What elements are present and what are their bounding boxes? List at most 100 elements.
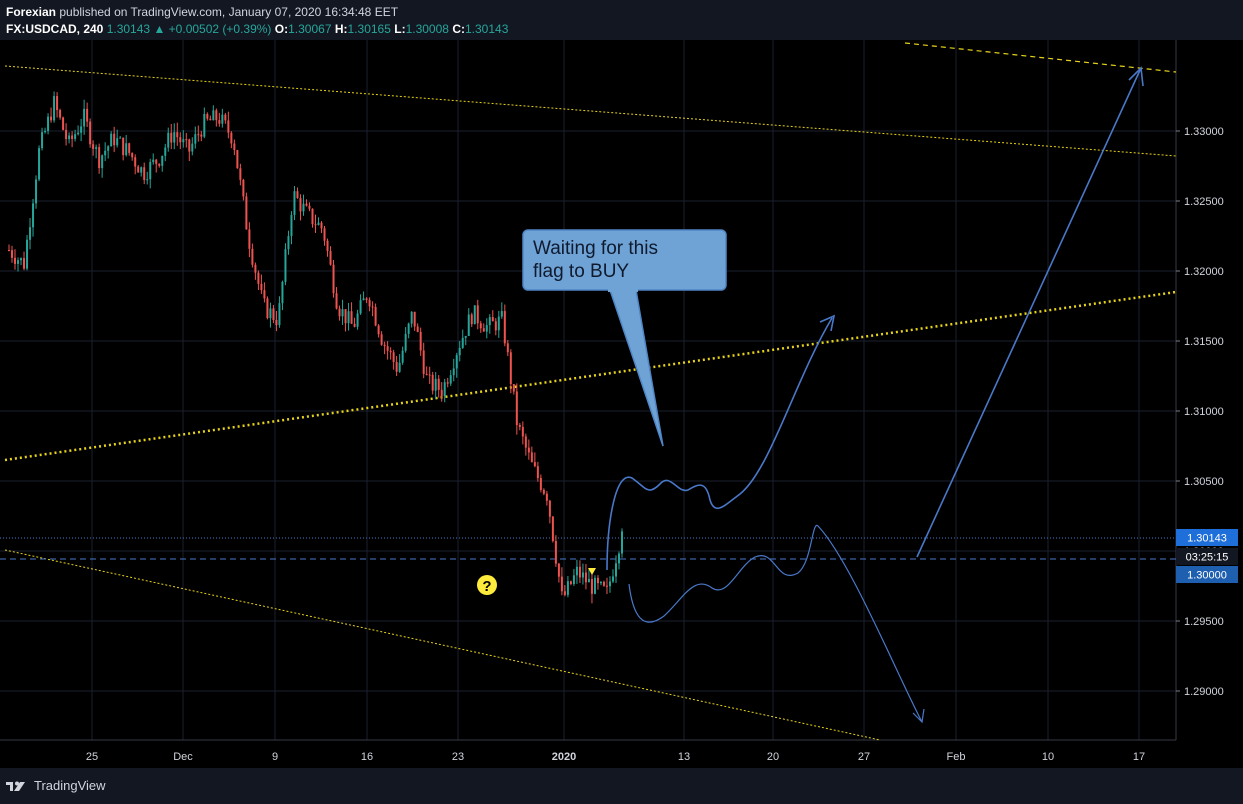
- trendline-mid[interactable]: [4, 290, 1177, 462]
- chart-header: Forexian published on TradingView.com, J…: [0, 0, 1243, 40]
- tradingview-brand: TradingView: [34, 778, 106, 793]
- candle-body: [53, 96, 56, 121]
- candle-body: [368, 299, 371, 307]
- candle-body: [152, 159, 155, 163]
- candle-body: [413, 311, 416, 327]
- candle-body: [449, 375, 452, 384]
- candle-body: [107, 146, 110, 151]
- candle-body: [170, 132, 173, 143]
- candle-body: [203, 113, 206, 137]
- candle-body: [335, 293, 338, 309]
- candle-body: [530, 452, 533, 463]
- candle-body: [512, 384, 515, 392]
- candle-body: [506, 343, 509, 353]
- candle-body: [389, 350, 392, 353]
- x-tick-label: 16: [361, 751, 373, 763]
- candle-body: [245, 196, 248, 230]
- candle-body: [188, 139, 191, 152]
- price-chart[interactable]: 1.29000 1.29500 1.30000 1.30500 1.31000 1.315…: [0, 40, 1243, 768]
- drawing-bearish-path[interactable]: [628, 525, 923, 723]
- drawing-long-arrow[interactable]: [916, 67, 1142, 558]
- tradingview-logo[interactable]: TradingView: [6, 778, 106, 793]
- candle-body: [299, 198, 302, 212]
- candle-body: [317, 222, 320, 226]
- candle-body: [515, 391, 518, 426]
- x-tick-label: 10: [1042, 751, 1054, 763]
- candle-body: [338, 308, 341, 317]
- candle-body: [572, 575, 575, 585]
- candle-body: [71, 135, 74, 139]
- x-tick-label: 20: [767, 751, 779, 763]
- open-value: 1.30067: [288, 22, 332, 36]
- candle-body: [371, 306, 374, 308]
- candle-body: [575, 566, 578, 576]
- candle-body: [494, 321, 497, 331]
- high-label: H:: [334, 22, 348, 36]
- candle-body: [254, 264, 257, 273]
- candle-body: [485, 325, 488, 332]
- symbol-label[interactable]: FX:USDCAD, 240: [6, 22, 104, 36]
- candle-body: [524, 436, 527, 448]
- candle-body: [35, 179, 38, 204]
- candle-body: [569, 581, 572, 585]
- trendline-top-right[interactable]: [904, 42, 1177, 73]
- candle-body: [233, 143, 236, 151]
- candle-body: [621, 531, 623, 554]
- candle-body: [593, 577, 596, 594]
- candle-body: [59, 110, 62, 118]
- candle-body: [263, 290, 266, 299]
- drawing-bearish-arrowhead: [912, 708, 925, 724]
- candle-body: [362, 298, 365, 301]
- candle-body: [260, 283, 263, 291]
- candle-body: [590, 579, 593, 594]
- candle-body: [440, 389, 443, 397]
- candle-body: [221, 114, 224, 124]
- candle-body: [437, 378, 440, 390]
- candle-body: [353, 323, 356, 327]
- candle-body: [503, 311, 506, 344]
- candle-body: [62, 117, 65, 130]
- y-tick-label: 1.31500: [1184, 336, 1224, 348]
- candle-body: [80, 126, 83, 133]
- candle-body: [302, 203, 305, 212]
- candle-body: [251, 248, 254, 265]
- candle-body: [179, 137, 182, 143]
- candle-body: [86, 108, 89, 122]
- candle-body: [137, 166, 140, 173]
- candle-body: [116, 138, 119, 146]
- author-name[interactable]: Forexian: [6, 5, 57, 19]
- candle-body: [347, 311, 350, 324]
- event-marker-icon[interactable]: [588, 568, 596, 575]
- trendline-lower[interactable]: [4, 549, 881, 741]
- candle-body: [536, 466, 539, 479]
- candle-body: [470, 314, 473, 325]
- candle-body: [617, 553, 620, 564]
- question-marker-icon[interactable]: ?: [477, 575, 497, 595]
- candle-body: [416, 326, 419, 332]
- x-tick-label: Dec: [173, 751, 193, 763]
- y-tick-label: 1.33000: [1184, 126, 1224, 138]
- candle-body: [452, 368, 455, 376]
- candle-body: [476, 305, 479, 324]
- candle-body: [149, 162, 152, 180]
- candle-body: [257, 272, 260, 284]
- callout-box[interactable]: Waiting for this flag to BUY: [522, 229, 727, 447]
- candle-body: [284, 249, 287, 282]
- candle-body: [296, 191, 299, 199]
- tradingview-logo-icon: [6, 781, 25, 791]
- candle-body: [173, 132, 176, 143]
- drawing-bullish-path[interactable]: [606, 317, 833, 571]
- candle-body: [488, 317, 491, 326]
- candle-body: [392, 352, 395, 363]
- candle-body: [158, 163, 161, 166]
- candle-body: [434, 378, 437, 391]
- candle-body: [326, 240, 329, 252]
- x-axis[interactable]: 25 Dec 9 16 23 2020 13 20 27 Feb 10 17: [86, 751, 1145, 763]
- candle-body: [290, 214, 293, 237]
- candle-body: [521, 426, 524, 437]
- y-tick-label: 1.32500: [1184, 196, 1224, 208]
- candle-body: [323, 228, 326, 241]
- candle-body: [614, 563, 617, 577]
- candle-body: [509, 352, 512, 385]
- candle-body: [206, 113, 209, 119]
